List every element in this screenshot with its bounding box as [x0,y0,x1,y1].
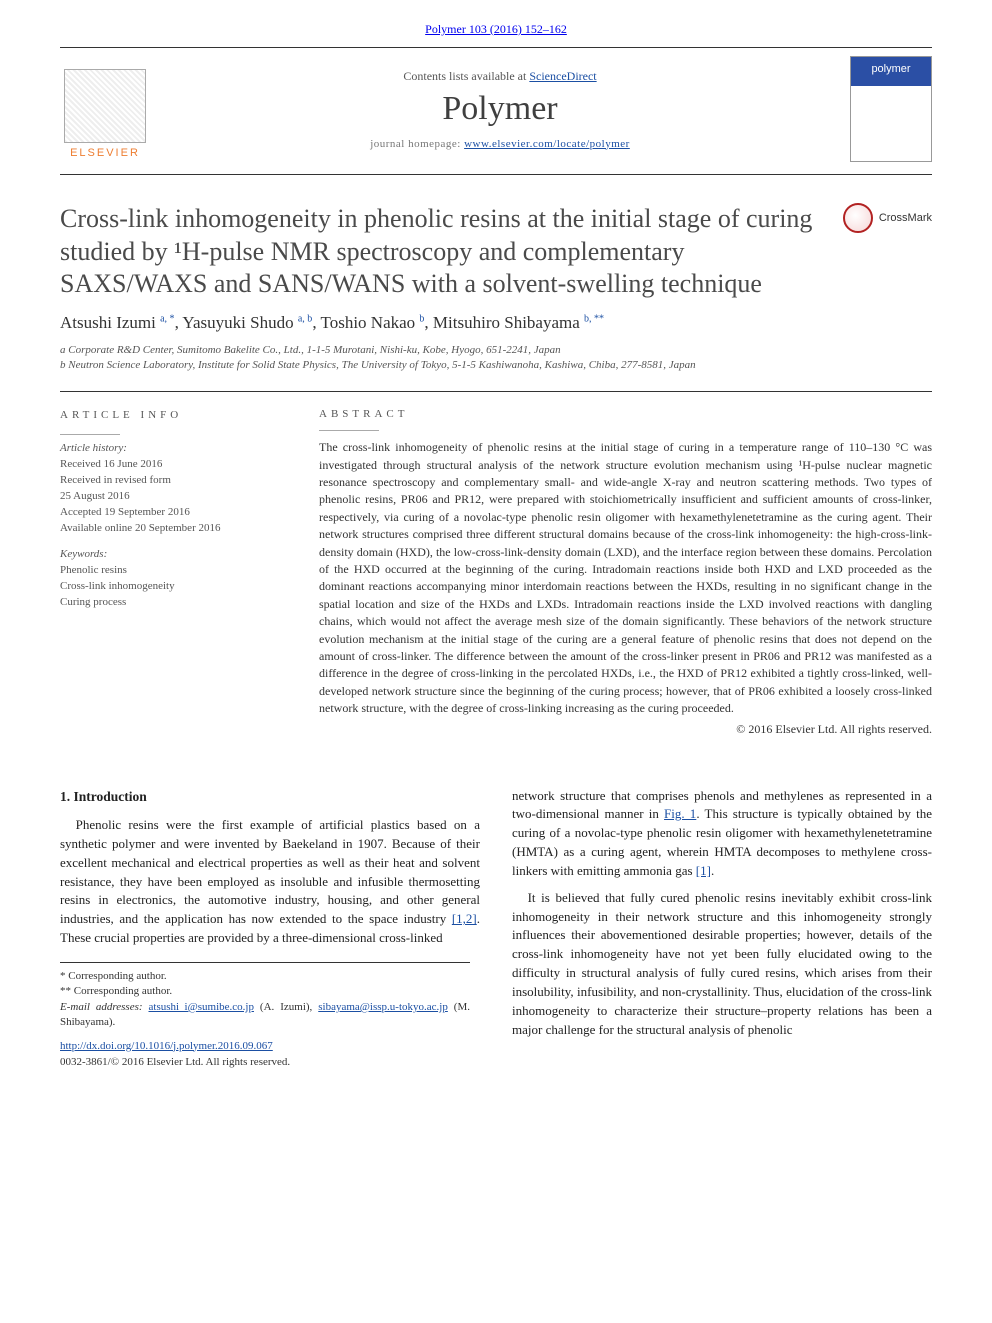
abstract-block: ABSTRACT The cross-link inhomogeneity of… [319,408,932,736]
footnote-block: * Corresponding author. ** Corresponding… [60,962,470,1031]
abstract-heading: ABSTRACT [319,408,932,420]
crossmark-badge[interactable]: CrossMark [843,203,932,233]
body-columns: 1. Introduction Phenolic resins were the… [60,787,932,1071]
affiliation-a: a Corporate R&D Center, Sumitomo Bakelit… [60,343,932,358]
journal-name: Polymer [150,90,850,128]
article-title: Cross-link inhomogeneity in phenolic res… [60,203,815,301]
intro-paragraph-2: network structure that comprises phenols… [512,787,932,881]
crossmark-label: CrossMark [879,212,932,224]
figure-link-1[interactable]: Fig. 1 [664,806,696,821]
author-list: Atsushi Izumi a, *, Yasuyuki Shudo a, b,… [60,313,932,333]
abstract-text: The cross-link inhomogeneity of phenolic… [319,439,932,717]
journal-homepage-line: journal homepage: www.elsevier.com/locat… [150,138,850,150]
intro-p2-tail: . [711,863,714,878]
keyword-1: Phenolic resins [60,563,285,579]
article-info-block: ARTICLE INFO Article history: Received 1… [60,408,285,736]
doi-block: http://dx.doi.org/10.1016/j.polymer.2016… [60,1039,480,1071]
email-who-1: (A. Izumi), [254,1001,318,1013]
sciencedirect-link[interactable]: ScienceDirect [529,69,596,83]
issn-copyright-line: 0032-3861/© 2016 Elsevier Ltd. All right… [60,1055,480,1071]
intro-paragraph-1: Phenolic resins were the first example o… [60,816,480,948]
footnote-corresponding-2: ** Corresponding author. [60,984,470,999]
homepage-prefix: journal homepage: [370,138,464,150]
history-accepted: Accepted 19 September 2016 [60,505,285,521]
contents-prefix: Contents lists available at [403,69,529,83]
history-online: Available online 20 September 2016 [60,521,285,537]
crossmark-icon [843,203,873,233]
history-revised: Received in revised form 25 August 2016 [60,473,285,505]
citation-link[interactable]: Polymer 103 (2016) 152–162 [425,22,567,36]
elsevier-tree-icon [64,69,146,143]
emails-label: E-mail addresses: [60,1001,149,1013]
journal-cover-thumb: polymer [850,56,932,162]
contents-available-line: Contents lists available at ScienceDirec… [150,69,850,84]
email-link-2[interactable]: sibayama@issp.u-tokyo.ac.jp [318,1001,448,1013]
ref-link-1[interactable]: [1] [696,863,711,878]
keywords-label: Keywords: [60,548,107,560]
footnote-corresponding-1: * Corresponding author. [60,969,470,984]
ref-link-1-2[interactable]: [1,2] [452,911,477,926]
journal-header: ELSEVIER Contents lists available at Sci… [60,47,932,175]
intro-paragraph-3: It is believed that fully cured phenolic… [512,889,932,1040]
history-received: Received 16 June 2016 [60,457,285,473]
section-heading-intro: 1. Introduction [60,787,480,807]
journal-homepage-link[interactable]: www.elsevier.com/locate/polymer [464,138,630,150]
article-info-heading: ARTICLE INFO [60,408,285,424]
elsevier-wordmark: ELSEVIER [70,147,140,159]
keyword-3: Curing process [60,595,285,611]
email-link-1[interactable]: atsushi_i@sumibe.co.jp [149,1001,254,1013]
affiliations: a Corporate R&D Center, Sumitomo Bakelit… [60,343,932,374]
keyword-2: Cross-link inhomogeneity [60,579,285,595]
journal-cover-title: polymer [851,63,931,75]
abstract-copyright: © 2016 Elsevier Ltd. All rights reserved… [319,722,932,737]
elsevier-logo: ELSEVIER [60,59,150,159]
doi-link[interactable]: http://dx.doi.org/10.1016/j.polymer.2016… [60,1040,273,1052]
history-label: Article history: [60,442,127,454]
affiliation-b: b Neutron Science Laboratory, Institute … [60,358,932,373]
intro-p1-text: Phenolic resins were the first example o… [60,817,480,926]
footnote-emails: E-mail addresses: atsushi_i@sumibe.co.jp… [60,1000,470,1031]
